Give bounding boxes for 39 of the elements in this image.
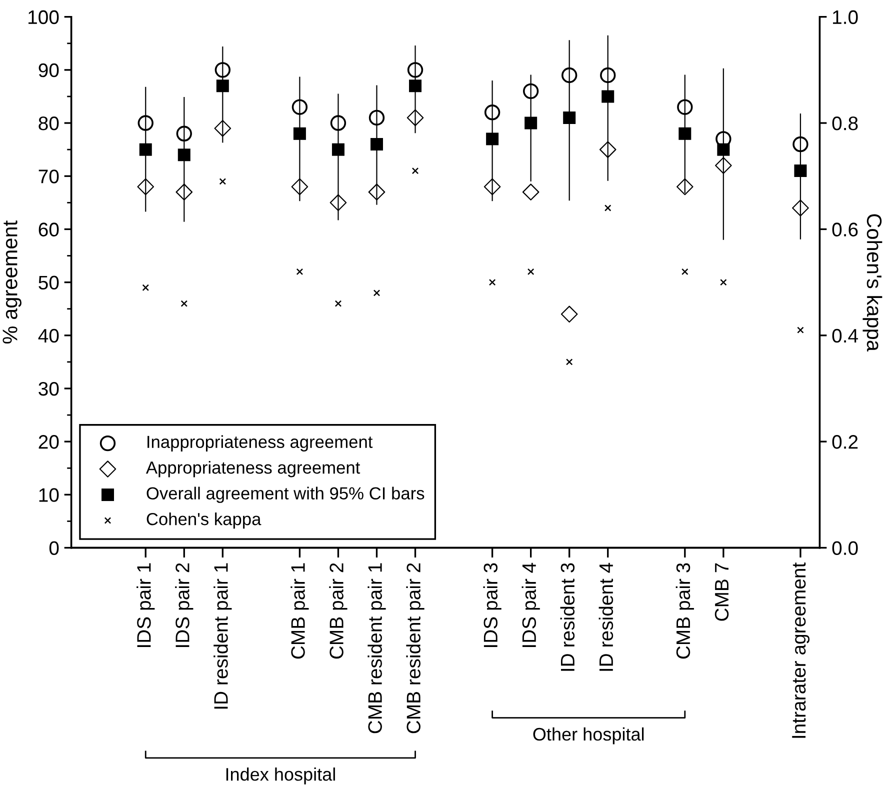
y2-tick-label: 0.4 [832,328,858,343]
y-axis-title: % agreement [2,220,22,344]
legend-label: Overall agreement with 95% CI bars [146,486,424,503]
x-tick-label: CMB pair 1 [290,563,309,659]
x-tick-label: CMB 7 [714,563,729,621]
x-tick-label: Intrarater agreement [792,562,810,738]
y2-tick-label: 0.2 [832,435,858,449]
y-tick-label: 0 [49,541,59,556]
y2-axis-title: Cohen's kappa [862,214,882,352]
y-tick-label: 50 [38,276,59,290]
x-tick-label: IDS pair 2 [175,563,194,648]
x-tick-label: IDS pair 1 [136,563,155,648]
y-tick-label: 30 [38,382,59,396]
y-tick-label: 10 [39,488,59,502]
y-tick-label: 100 [28,10,59,24]
y2-tick-label: 1.0 [833,10,858,24]
y2-tick-label: 0.0 [832,541,858,556]
x-tick-label: CMB resident pair 1 [368,563,386,734]
y-tick-label: 90 [38,63,59,78]
y-tick-label: 70 [38,170,59,184]
legend-label: Appropriateness agreement [146,461,360,478]
y2-tick-label: 0.6 [832,222,858,236]
x-tick-label: ID resident pair 1 [214,563,232,709]
x-tick-label: IDS pair 4 [522,562,540,648]
legend-label: Cohen's kappa [146,512,262,529]
x-tick-label: ID resident 3 [560,563,575,671]
y-tick-label: 20 [38,435,59,449]
x-tick-label: CMB pair 3 [676,563,694,659]
text: Index hospital [226,768,335,784]
y2-tick-label: 0.8 [832,116,858,130]
y-tick-label: 60 [38,222,59,236]
x-tick-label: ID resident 4 [598,562,614,671]
x-tick-label: CMB resident pair 2 [406,563,424,734]
x-tick-label: IDS pair 3 [483,563,502,648]
y-tick-label: 40 [38,328,59,343]
y-tick-label: 80 [38,116,59,130]
legend-label: Inappropriateness agreement [148,435,373,452]
x-tick-label: CMB pair 2 [329,563,348,659]
text: Other hospital [533,727,644,744]
